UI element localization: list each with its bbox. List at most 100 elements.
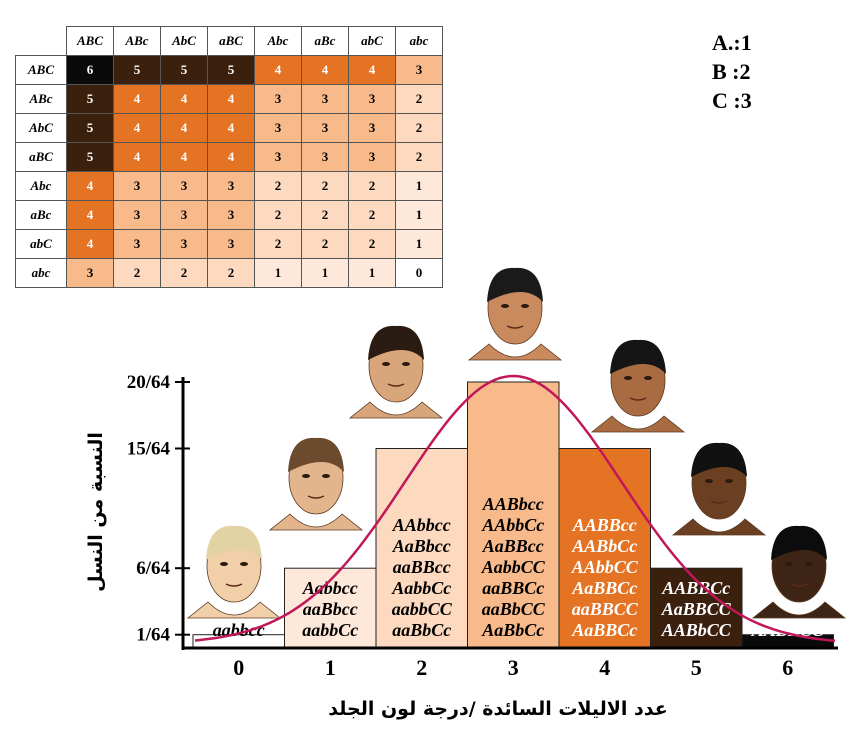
- face-eye: [644, 376, 652, 380]
- column-gamete-header: Abc: [254, 26, 302, 56]
- face-illustration: [186, 525, 282, 619]
- punnett-cell: 3: [301, 113, 349, 143]
- face-hair: [487, 267, 543, 302]
- y-tick-label: 1/64: [136, 625, 170, 646]
- punnett-cell: 4: [66, 229, 114, 259]
- legend-a: A.:1: [712, 30, 752, 55]
- face-eye: [382, 362, 390, 366]
- punnett-cell: 3: [301, 142, 349, 172]
- punnett-cell: 3: [113, 229, 161, 259]
- x-tick-label: 4: [599, 655, 610, 680]
- face-mouth: [710, 500, 728, 504]
- punnett-cell: 1: [395, 229, 443, 259]
- punnett-cell: 3: [254, 84, 302, 114]
- chart-axes: [181, 377, 838, 650]
- punnett-cell: 2: [348, 229, 396, 259]
- column-gamete-header: aBC: [207, 26, 255, 56]
- punnett-cell: 4: [207, 84, 255, 114]
- punnett-cell: 2: [301, 200, 349, 230]
- genotype-label: AaBBcc: [482, 536, 544, 556]
- genotype-label: AABbCc: [571, 536, 637, 556]
- genotype-label: AABBcc: [572, 515, 637, 535]
- distribution-curve: [194, 374, 836, 643]
- punnett-cell: 3: [254, 113, 302, 143]
- face-eye: [501, 304, 509, 308]
- punnett-cell: 2: [348, 171, 396, 201]
- y-tick-label: 6/64: [136, 558, 170, 579]
- face-mouth: [506, 325, 524, 329]
- column-gamete-header: abc: [395, 26, 443, 56]
- face-neck: [186, 601, 282, 619]
- punnett-cell: 4: [160, 84, 208, 114]
- face-illustration: [467, 267, 563, 361]
- face-eye: [240, 562, 248, 566]
- punnett-cell: 3: [160, 171, 208, 201]
- punnett-cell: 3: [160, 229, 208, 259]
- punnett-cell: 5: [113, 55, 161, 85]
- punnett-cell: 2: [348, 200, 396, 230]
- genotype-label: aaBbCc: [392, 620, 451, 640]
- face-eye: [302, 474, 310, 478]
- face-eye: [402, 362, 410, 366]
- genotype-label: AABbcc: [482, 494, 544, 514]
- face-mouth: [307, 495, 325, 499]
- face-eye: [624, 376, 632, 380]
- genotype-label: aaBBCC: [572, 599, 639, 619]
- face-illustration: [751, 525, 847, 619]
- face-eye: [805, 562, 813, 566]
- face-hair: [288, 437, 344, 472]
- genotype-label: AABBCc: [661, 578, 730, 598]
- punnett-cell: 2: [301, 229, 349, 259]
- face-eye: [322, 474, 330, 478]
- genotype-label: AaBBCc: [571, 620, 637, 640]
- genotype-label: AaBbCc: [481, 620, 544, 640]
- row-gamete-header: ABC: [15, 55, 67, 85]
- column-gamete-header: abC: [348, 26, 396, 56]
- punnett-cell: 3: [395, 55, 443, 85]
- face-hair: [691, 442, 747, 477]
- genotype-label: AAbbcc: [392, 515, 451, 535]
- punnett-cell: 2: [395, 113, 443, 143]
- genotype-label: AaBBCC: [661, 599, 732, 619]
- face-mouth: [629, 397, 647, 401]
- face-mouth: [387, 383, 405, 387]
- x-tick-label: 3: [508, 655, 519, 680]
- face-illustration: [268, 437, 364, 531]
- punnett-cell: 3: [207, 200, 255, 230]
- legend-c: C :3: [712, 88, 752, 113]
- punnett-square: ABC ABc AbC aBC Abc aBc abC abc ABC 6 5 5 5 4 4 4 3 ABc 5 4…: [15, 26, 443, 288]
- histogram-bar: [467, 381, 560, 649]
- face-illustrations: [186, 267, 847, 619]
- row-gamete-header: abc: [15, 258, 67, 288]
- face-eye: [521, 304, 529, 308]
- punnett-cell: 5: [207, 55, 255, 85]
- face-eye: [725, 479, 733, 483]
- histogram-bar: [558, 448, 651, 649]
- face-hair: [368, 325, 424, 360]
- punnett-cell: 3: [348, 84, 396, 114]
- punnett-cell: 3: [254, 142, 302, 172]
- face-neck: [590, 415, 686, 433]
- face-neck: [751, 601, 847, 619]
- punnett-cell: 2: [207, 258, 255, 288]
- punnett-cell: 4: [113, 113, 161, 143]
- genotype-label: AAbbCC: [571, 557, 639, 577]
- punnett-cell: 4: [301, 55, 349, 85]
- punnett-cell: 2: [113, 258, 161, 288]
- genotype-label: AabbCC: [481, 557, 546, 577]
- row-gamete-header: ABc: [15, 84, 67, 114]
- genotype-label: AABBCC: [751, 620, 825, 640]
- punnett-cell: 3: [160, 200, 208, 230]
- genotype-label: aabbCc: [302, 620, 358, 640]
- punnett-cell: 3: [113, 171, 161, 201]
- face-eye: [705, 479, 713, 483]
- punnett-cell: 3: [207, 229, 255, 259]
- histogram-bar: [375, 448, 468, 649]
- punnett-cell: 2: [254, 171, 302, 201]
- punnett-cell: 5: [66, 142, 114, 172]
- face-neck: [467, 343, 563, 361]
- face-eye: [785, 562, 793, 566]
- face-illustration: [590, 339, 686, 433]
- punnett-cell: 4: [160, 113, 208, 143]
